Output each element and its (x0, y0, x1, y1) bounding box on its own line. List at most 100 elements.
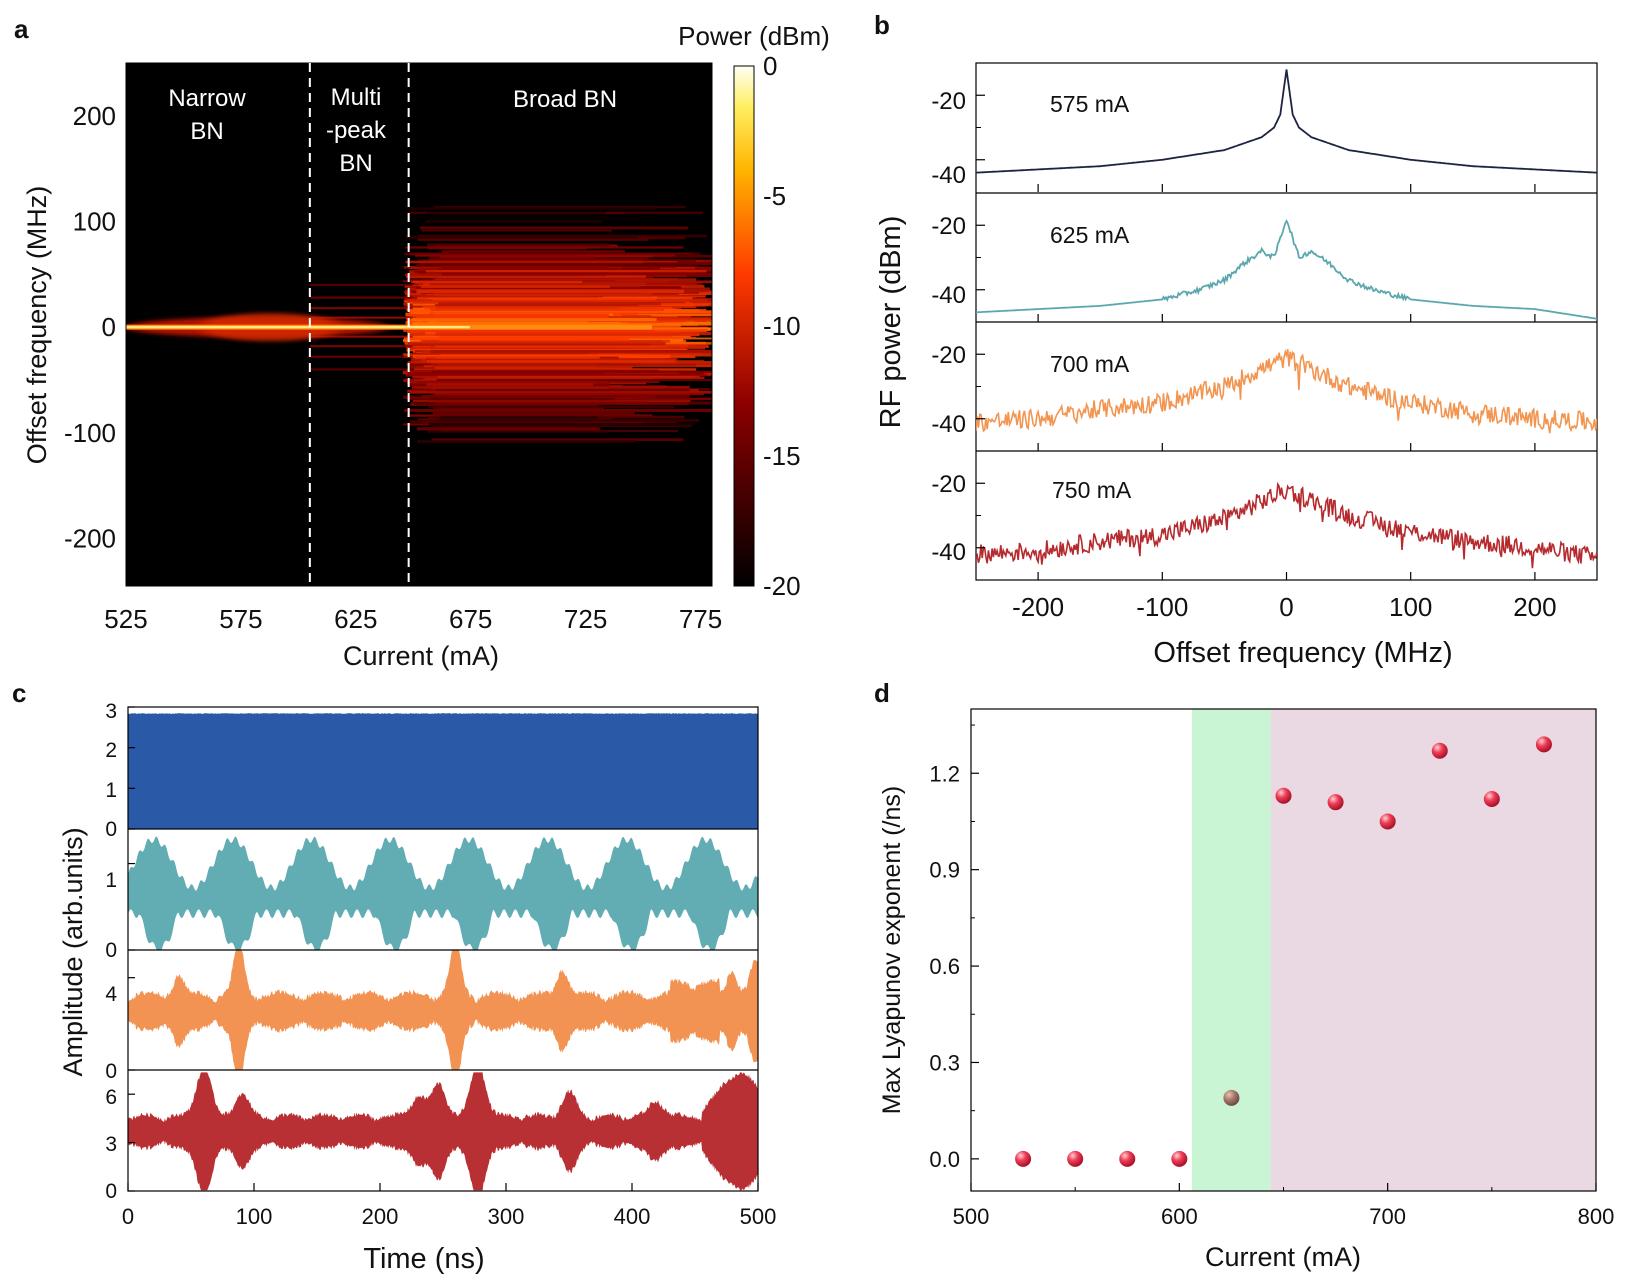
b-trace-label: 575 mA (1050, 91, 1130, 117)
region-label-broad: Broad BN (513, 86, 617, 113)
heat-streak (441, 265, 608, 269)
heat-streak (421, 285, 610, 288)
heat-streak (405, 260, 644, 264)
b-xtick: 0 (1279, 592, 1293, 622)
d-xlabel: Current (mA) (1205, 1242, 1361, 1272)
d-data-point (1535, 736, 1552, 753)
heat-streak (405, 235, 638, 239)
heat-streak (407, 298, 708, 302)
heat-streak (417, 440, 636, 443)
d-data-point (1015, 1150, 1032, 1167)
d-ytick: 0.9 (929, 858, 960, 883)
d-xtick: 700 (1369, 1204, 1406, 1229)
b-ytick: -20 (931, 471, 966, 498)
heat-streak (415, 254, 676, 257)
heat-streak (436, 378, 712, 382)
heat-streak (437, 267, 661, 270)
d-data-point (1171, 1150, 1188, 1167)
d-data-point (1223, 1089, 1240, 1106)
region-label-narrow: Narrow (168, 85, 246, 112)
d-data-point (1275, 787, 1292, 804)
heat-streak (431, 438, 684, 441)
d-ytick: 1.2 (929, 761, 960, 786)
panel-letter-c: c (12, 678, 26, 708)
heat-streak (407, 381, 647, 385)
d-data-point (1119, 1150, 1136, 1167)
heat-streak (428, 262, 712, 265)
heat-streak (439, 337, 630, 341)
heat-streak (438, 302, 661, 306)
c-ytick: 2 (105, 739, 117, 762)
d-xtick: 600 (1161, 1204, 1198, 1229)
d-xtick: 500 (953, 1204, 990, 1229)
b-ytick: -40 (931, 282, 966, 309)
b-trace-line (976, 481, 1597, 569)
heat-streak (435, 332, 700, 336)
c-ytick: 0 (105, 1180, 117, 1203)
heat-streak (415, 380, 660, 383)
c-ytick: 1 (105, 869, 117, 892)
heat-streak (407, 207, 656, 210)
b-trace-label: 625 mA (1050, 222, 1130, 248)
heat-streak (435, 412, 635, 416)
b-traces (976, 69, 1597, 569)
heat-streak (429, 358, 678, 362)
c-frame (127, 706, 759, 1192)
a-xlabel: Current (mA) (343, 641, 499, 671)
heat-streak (439, 415, 598, 419)
heat-multipeak-line (309, 316, 413, 319)
c-ytick: 6 (105, 1086, 117, 1109)
b-trace-label: 700 mA (1050, 351, 1130, 377)
heat-streak (411, 385, 690, 389)
c-trace-area (128, 713, 758, 829)
c-ytick: 3 (105, 1133, 117, 1156)
a-ytick: 100 (73, 206, 116, 236)
heat-streak (430, 397, 615, 401)
heat-streak (436, 389, 690, 392)
heat-streak (405, 246, 684, 249)
heat-streak (435, 345, 667, 348)
b-xtick: -200 (1012, 592, 1064, 622)
panel-letter-b: b (874, 10, 890, 40)
heat-streak (409, 252, 693, 255)
cbar-tick: 0 (763, 51, 777, 81)
heat-multipeak-line (309, 355, 413, 358)
heat-multipeak-line (309, 307, 413, 310)
heat-streak (431, 370, 712, 373)
d-data-point (1327, 794, 1344, 811)
heat-streak (412, 280, 583, 284)
c-xtick: 0 (122, 1204, 134, 1229)
b-ylabel: RF power (dBm) (875, 216, 907, 429)
c-ytick: 3 (105, 700, 117, 723)
heat-streak (416, 315, 608, 319)
c-trace-area (128, 950, 758, 1070)
heat-streak (433, 270, 653, 273)
c-ylabel: Amplitude (arb.units) (58, 827, 88, 1076)
d-xtick: 800 (1578, 1204, 1615, 1229)
b-ytick: -40 (931, 539, 966, 566)
heat-streak (429, 217, 641, 221)
heat-streak (433, 293, 653, 297)
heat-streak (409, 328, 655, 332)
a-xtick: 675 (449, 604, 492, 634)
a-xtick: 725 (564, 604, 607, 634)
a-ylabel: Offset frequency (MHz) (22, 186, 52, 465)
heat-streak (434, 278, 697, 282)
heat-streak (437, 374, 700, 378)
c-strips (127, 706, 759, 1192)
heat-streak (426, 383, 594, 386)
heat-streak (439, 256, 595, 259)
c-trace-area (128, 836, 758, 950)
panel-a: a Narrow BN Multi -peak BN Broad BN 525 … (14, 14, 830, 671)
region-label-multi: Multi (331, 84, 382, 111)
c-xtick: 400 (614, 1204, 651, 1229)
heat-streak (421, 229, 612, 232)
b-ticks (976, 94, 1536, 580)
heat-streak (426, 243, 610, 247)
b-trace-line (976, 348, 1597, 434)
panel-letter-d: d (874, 678, 890, 708)
d-points (1015, 736, 1552, 1167)
a-xtick: 575 (219, 604, 262, 634)
heat-multipeak-line (309, 345, 413, 348)
d-shaded-region (1191, 709, 1271, 1191)
